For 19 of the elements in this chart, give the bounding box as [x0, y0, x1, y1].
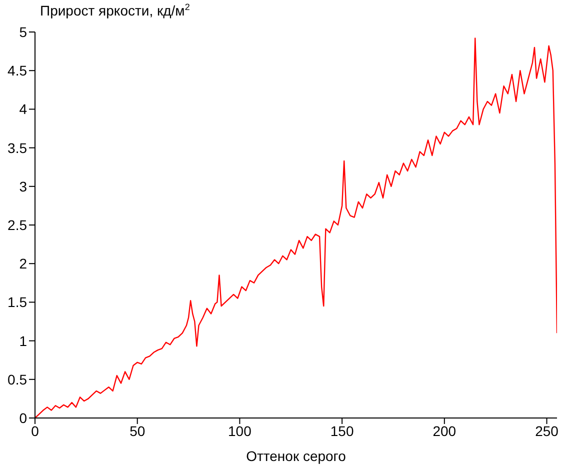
y-tick-label: 2.5 [8, 216, 28, 233]
x-tick-label: 200 [432, 422, 456, 439]
y-tick-label: 4.5 [8, 62, 28, 79]
y-tick-label: 3 [19, 178, 28, 194]
y-tick-label: 5 [19, 24, 28, 40]
x-axis-title: Оттенок серого [246, 448, 346, 464]
x-tick-label: 50 [130, 422, 146, 439]
x-tick-label: 150 [330, 422, 354, 439]
chart-title: Прирост яркости, кд/м$^{2}$ [40, 2, 190, 19]
x-tick-label: 0 [31, 422, 40, 439]
y-tick-label: 1 [19, 332, 28, 349]
x-tick-label: 250 [535, 422, 559, 439]
y-tick-label: 2 [19, 256, 28, 272]
y-tick-label: 0.5 [8, 371, 28, 388]
y-tick-label: 3.5 [8, 140, 28, 156]
y-tick-label: 0 [19, 410, 28, 426]
y-tick-label: 1.5 [8, 294, 28, 310]
x-tick-label: 100 [228, 422, 252, 439]
y-tick-label: 4 [19, 101, 28, 118]
